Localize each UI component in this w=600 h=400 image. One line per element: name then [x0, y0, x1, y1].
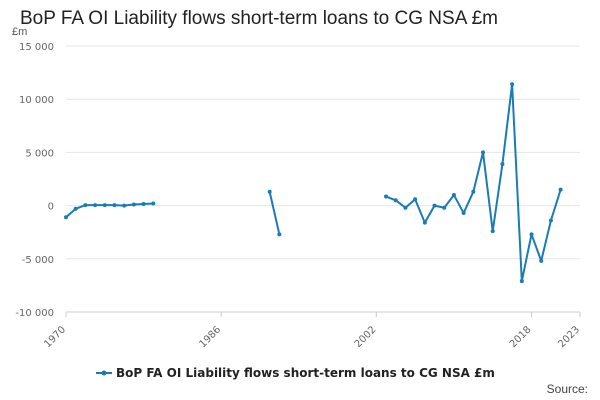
- data-point[interactable]: [151, 201, 156, 206]
- y-unit-label: £m: [12, 26, 28, 38]
- data-point[interactable]: [267, 189, 272, 194]
- x-tick-label: 1970: [42, 324, 68, 350]
- data-point[interactable]: [510, 82, 515, 87]
- data-point[interactable]: [548, 218, 553, 223]
- x-tick-label: 2023: [556, 324, 582, 350]
- x-axis: 1970 1986 2002 2018 2023: [42, 311, 582, 350]
- data-point[interactable]: [490, 229, 495, 234]
- y-tick-label: 15 000: [19, 42, 54, 53]
- y-tick-label: -10 000: [15, 308, 54, 319]
- source-label: Source:: [546, 382, 588, 396]
- data-point[interactable]: [451, 192, 456, 197]
- y-tick-label: 0: [48, 202, 54, 213]
- series-line: [65, 202, 154, 219]
- data-point[interactable]: [403, 205, 408, 210]
- legend-series-label: BoP FA OI Liability flows short-term loa…: [116, 366, 495, 380]
- series-group: [64, 82, 563, 284]
- legend-dot-swatch: [101, 370, 107, 376]
- data-point[interactable]: [442, 205, 447, 210]
- data-point[interactable]: [393, 198, 398, 203]
- data-point[interactable]: [102, 203, 107, 208]
- legend[interactable]: BoP FA OI Liability flows short-term loa…: [96, 366, 495, 380]
- data-point[interactable]: [529, 232, 534, 237]
- data-point[interactable]: [422, 220, 427, 225]
- data-point[interactable]: [131, 202, 136, 207]
- x-tick-label: 1986: [198, 324, 224, 350]
- y-tick-label: 10 000: [19, 95, 54, 106]
- y-tick-label: 5 000: [25, 148, 54, 159]
- y-tick-label: -5 000: [22, 255, 54, 266]
- data-point[interactable]: [93, 203, 98, 208]
- x-tick-label: 2018: [508, 324, 534, 350]
- data-point[interactable]: [481, 150, 486, 155]
- chart-title: BoP FA OI Liability flows short-term loa…: [20, 8, 498, 29]
- data-point[interactable]: [112, 203, 117, 208]
- data-point[interactable]: [432, 203, 437, 208]
- series-line: [385, 83, 562, 283]
- data-point[interactable]: [500, 162, 505, 167]
- data-point[interactable]: [384, 194, 389, 199]
- data-point[interactable]: [471, 189, 476, 194]
- data-point[interactable]: [413, 197, 418, 202]
- data-point[interactable]: [519, 279, 524, 284]
- data-point[interactable]: [73, 206, 78, 211]
- grid-lines: [66, 45, 580, 313]
- series-line: [268, 191, 281, 235]
- data-point[interactable]: [277, 232, 282, 237]
- y-axis: -10 000 -5 000 0 5 000 10 000 15 000: [15, 42, 54, 319]
- data-point[interactable]: [64, 215, 68, 220]
- data-point[interactable]: [141, 202, 146, 207]
- x-tick-label: 2002: [353, 324, 379, 350]
- data-point[interactable]: [122, 203, 127, 208]
- data-point[interactable]: [83, 203, 88, 208]
- data-point[interactable]: [461, 211, 466, 216]
- data-point[interactable]: [539, 258, 544, 263]
- data-point[interactable]: [558, 187, 563, 192]
